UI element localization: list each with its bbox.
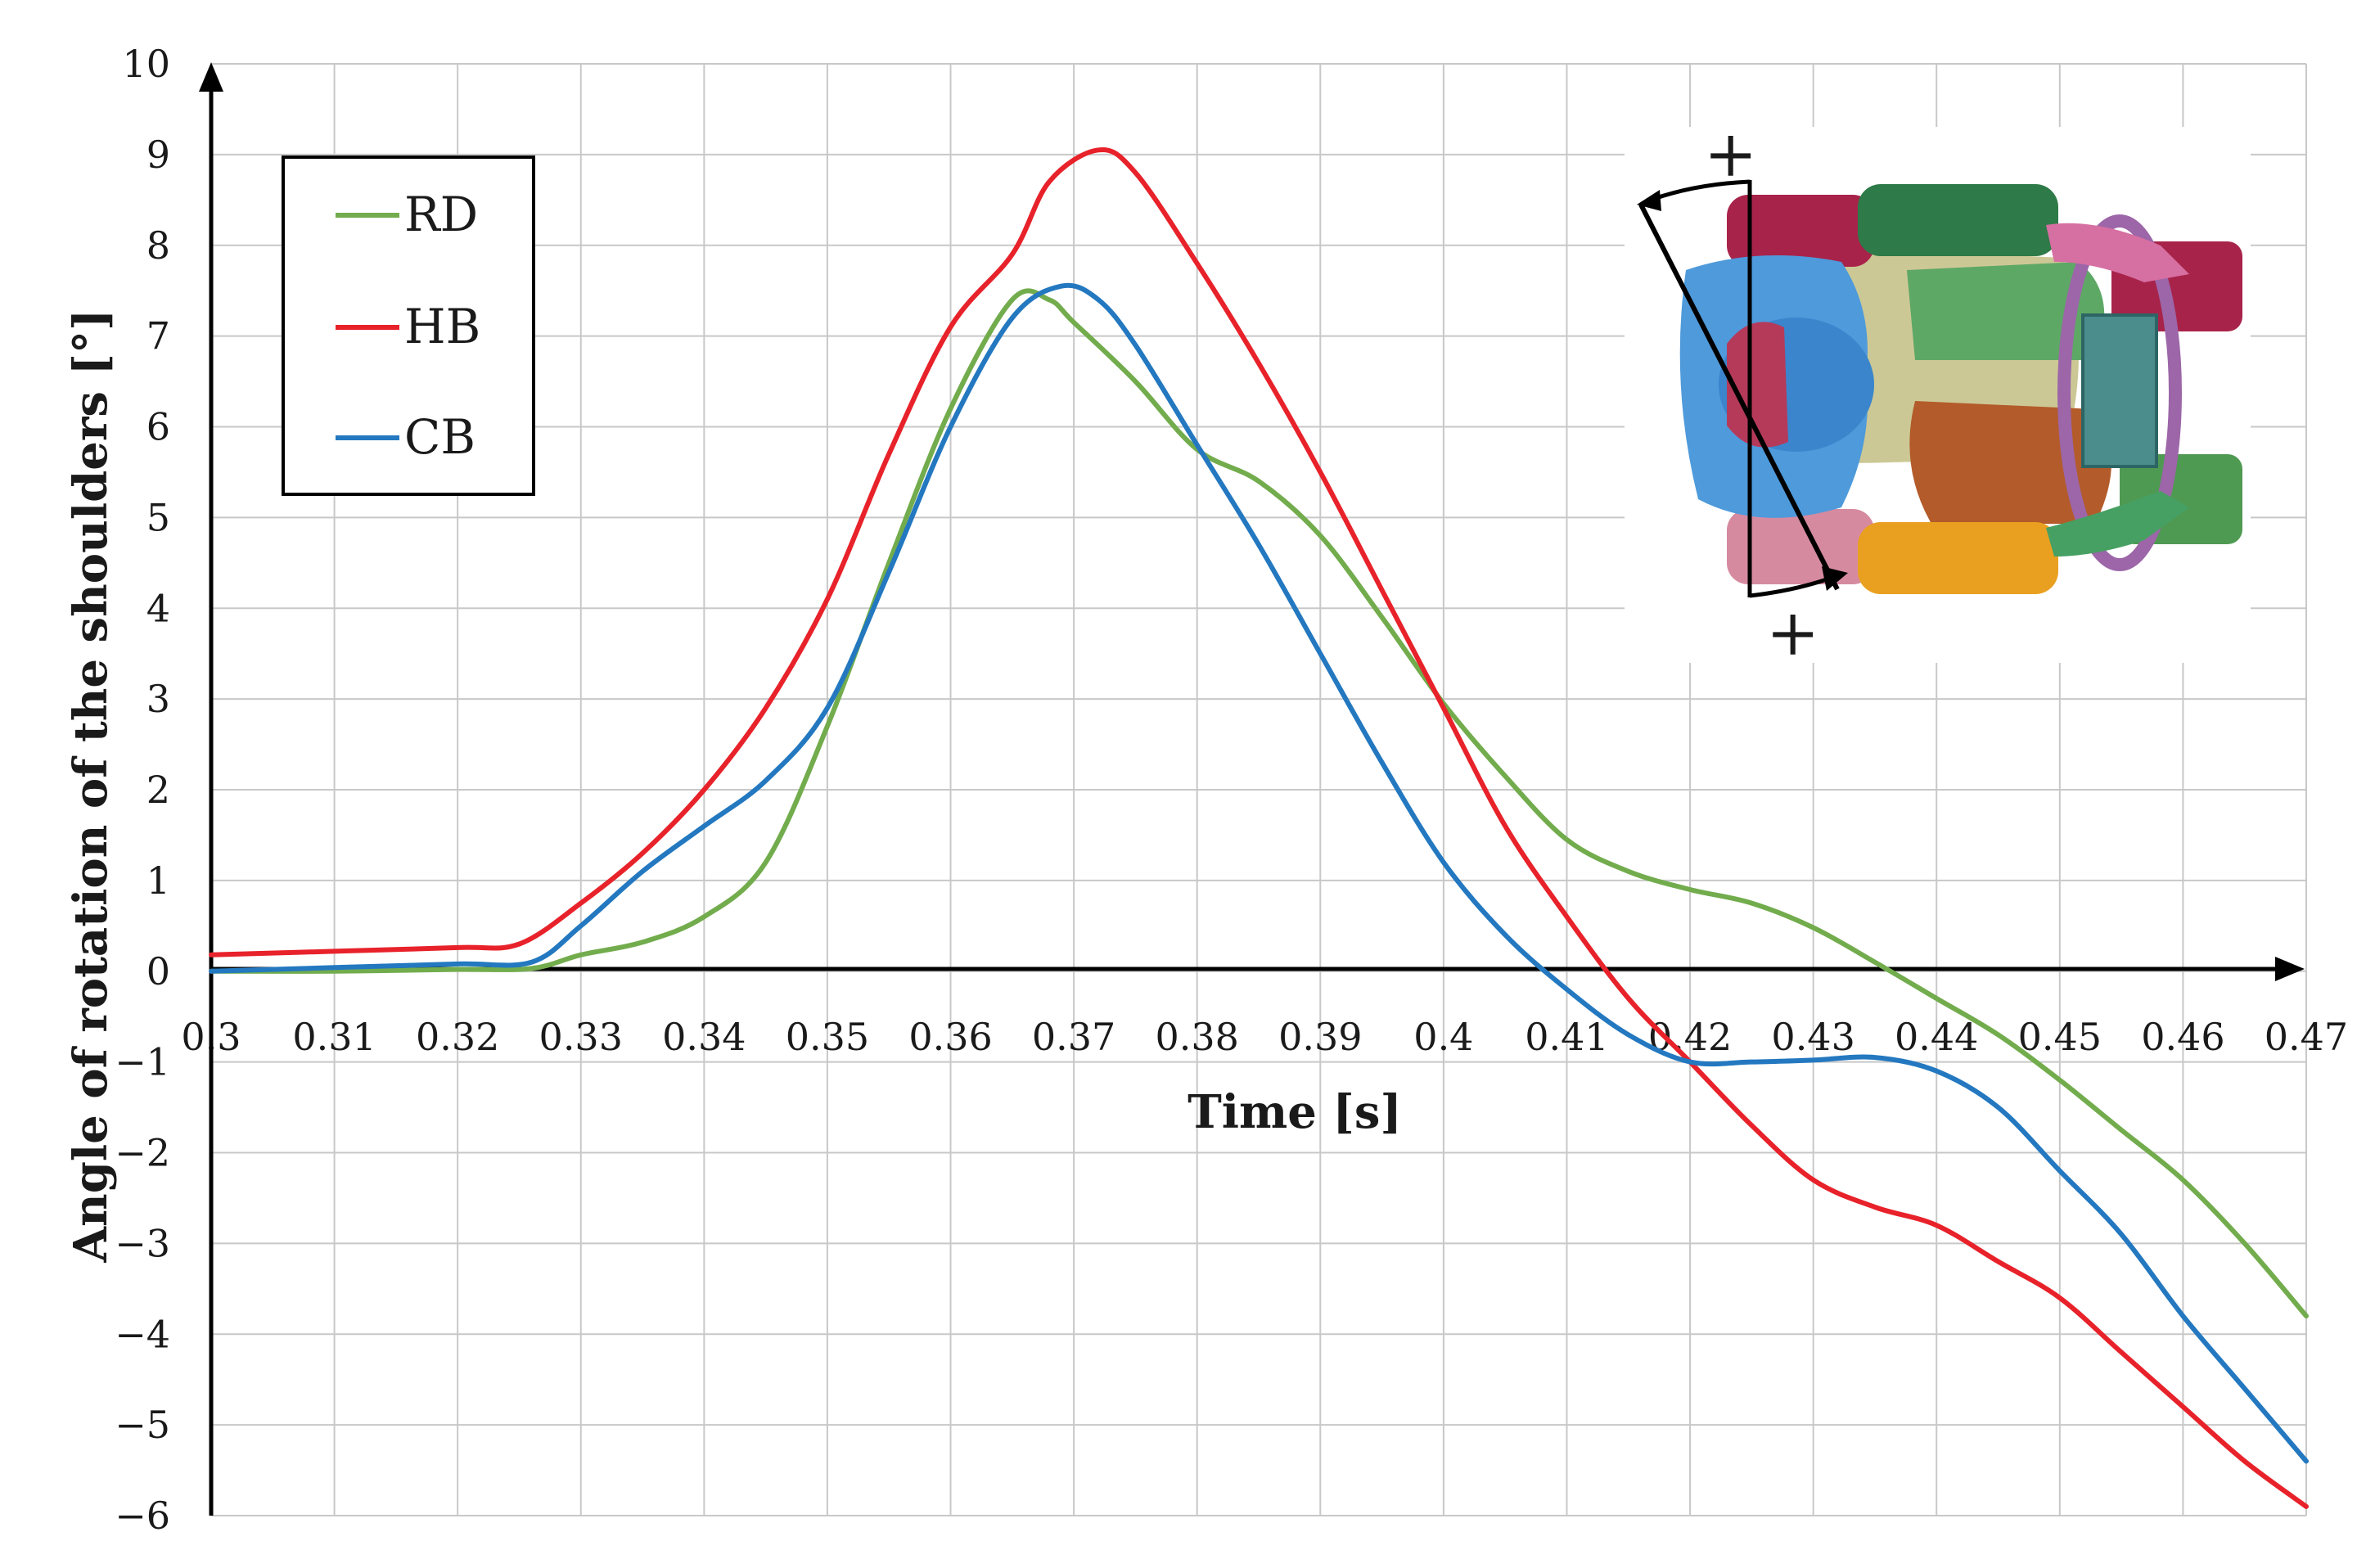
y-tick-label: −2	[115, 1131, 170, 1175]
x-tick-labels: 0.3 0.31 0.32 0.33 0.34 0.35 0.36 0.37 0.38 0.39 0…	[181, 1015, 2348, 1059]
y-tick-label: −4	[115, 1312, 170, 1356]
x-tick-label: 0.4	[1413, 1015, 1473, 1059]
y-tick-label: 10	[122, 42, 170, 86]
x-tick-label: 0.35	[786, 1015, 869, 1059]
x-tick-label: 0.45	[2018, 1015, 2102, 1059]
y-tick-label: −3	[115, 1221, 170, 1265]
y-tick-label: 7	[146, 314, 170, 358]
y-tick-label: −1	[115, 1040, 170, 1084]
y-tick-label: 4	[146, 586, 170, 630]
y-tick-labels: −6 −5 −4 −3 −2 −1 0 1 2 3 4 5 6 7 8 9 10	[115, 42, 170, 1538]
shoulder-rotation-line	[1638, 203, 1840, 591]
x-tick-label: 0.41	[1525, 1015, 1608, 1059]
y-tick-label: 5	[146, 495, 170, 539]
x-axis-title: Time [s]	[1188, 1085, 1402, 1139]
series-line-hb	[209, 147, 2309, 1509]
x-tick-label: 0.43	[1771, 1015, 1854, 1059]
series-line-cb	[209, 282, 2309, 1464]
y-tick-label: 1	[146, 858, 170, 903]
legend: RD HB CB	[282, 155, 535, 496]
annotation-plus-top: +	[1704, 118, 1757, 191]
y-tick-label: 0	[146, 949, 170, 994]
x-tick-label: 0.38	[1155, 1015, 1238, 1059]
x-tick-label: 0.34	[662, 1015, 746, 1059]
x-tick-label: 0.47	[2265, 1015, 2348, 1059]
series-line-rd	[209, 288, 2309, 1319]
y-tick-label: 9	[146, 133, 170, 177]
legend-label-hb: HB	[404, 299, 480, 354]
x-tick-label: 0.39	[1278, 1015, 1362, 1059]
y-tick-label: −5	[115, 1403, 170, 1447]
annotation-plus-bottom: +	[1766, 597, 1819, 670]
y-tick-label: −6	[115, 1494, 170, 1538]
x-axis-arrowhead	[2275, 957, 2305, 981]
x-tick-label: 0.32	[416, 1015, 499, 1059]
x-tick-label: 0.37	[1032, 1015, 1115, 1059]
x-tick-label: 0.44	[1895, 1015, 1978, 1059]
y-tick-label: 3	[146, 677, 170, 721]
y-tick-label: 2	[146, 768, 170, 812]
legend-label-cb: CB	[404, 409, 475, 465]
x-tick-label: 0.46	[2141, 1015, 2224, 1059]
legend-label-rd: RD	[404, 187, 478, 242]
y-axis-arrowhead	[199, 62, 223, 92]
x-tick-label: 0.36	[908, 1015, 992, 1059]
x-tick-label: 0.31	[292, 1015, 376, 1059]
legend-box	[282, 155, 535, 496]
series-layer	[209, 147, 2309, 1509]
y-tick-label: 6	[146, 405, 170, 449]
dummy-top-view-illustration: + +	[1625, 118, 2251, 670]
x-tick-label: 0.33	[539, 1015, 623, 1059]
y-axis-title: Angle of rotation of the shoulders [°]	[64, 309, 118, 1264]
y-tick-label: 8	[146, 223, 170, 268]
